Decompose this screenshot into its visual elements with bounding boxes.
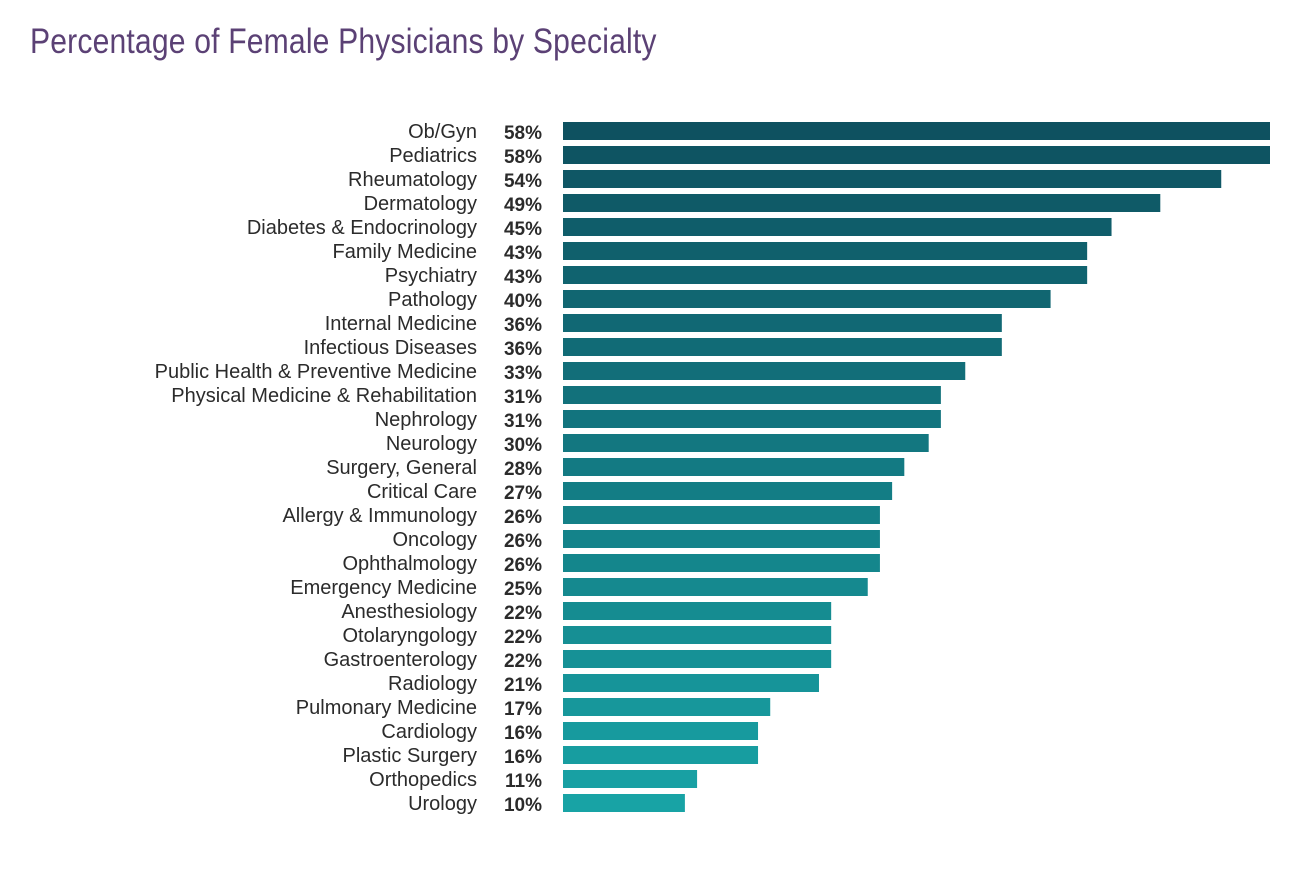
bar (563, 650, 832, 668)
value-label: 26% (504, 531, 542, 552)
bar (563, 314, 1002, 332)
bar (563, 410, 941, 428)
value-label: 26% (504, 507, 542, 528)
value-label: 25% (504, 579, 542, 600)
value-label: 31% (504, 411, 542, 432)
bar (563, 770, 698, 788)
value-label: 16% (504, 723, 542, 744)
category-label: Rheumatology (348, 169, 477, 191)
category-label: Diabetes & Endocrinology (247, 217, 477, 239)
bar (563, 146, 1270, 164)
bar (563, 434, 929, 452)
category-label: Public Health & Preventive Medicine (155, 361, 477, 383)
bar (563, 338, 1002, 356)
category-label: Allergy & Immunology (282, 505, 477, 527)
value-label: 22% (504, 651, 542, 672)
category-label: Pathology (388, 289, 477, 311)
category-label: Ophthalmology (342, 553, 477, 575)
bar (563, 578, 868, 596)
value-label: 33% (504, 363, 542, 384)
category-label: Urology (408, 793, 477, 815)
category-label: Psychiatry (385, 265, 477, 287)
bar (563, 506, 880, 524)
value-label: 36% (504, 339, 542, 360)
value-label: 31% (504, 387, 542, 408)
category-label: Infectious Diseases (304, 337, 477, 359)
category-label: Pulmonary Medicine (296, 697, 477, 719)
bar (563, 626, 832, 644)
category-label: Ob/Gyn (408, 121, 477, 143)
category-label: Pediatrics (389, 145, 477, 167)
bar (563, 794, 685, 812)
category-label: Emergency Medicine (290, 577, 477, 599)
value-label: 43% (504, 267, 542, 288)
value-label: 36% (504, 315, 542, 336)
value-label: 26% (504, 555, 542, 576)
value-label: 10% (504, 795, 542, 816)
value-label: 40% (504, 291, 542, 312)
category-label: Orthopedics (369, 769, 477, 791)
category-label: Oncology (393, 529, 478, 551)
category-label: Internal Medicine (325, 313, 477, 335)
value-label: 58% (504, 123, 542, 144)
bar (563, 386, 941, 404)
value-label: 30% (504, 435, 542, 456)
bar (563, 170, 1222, 188)
bar (563, 482, 893, 500)
category-label: Physical Medicine & Rehabilitation (171, 385, 477, 407)
bar (563, 698, 771, 716)
category-label: Cardiology (381, 721, 477, 743)
value-label: 49% (504, 195, 542, 216)
chart-title: Percentage of Female Physicians by Speci… (30, 22, 657, 61)
value-label: 21% (504, 675, 542, 696)
category-label: Otolaryngology (342, 625, 477, 647)
bar (563, 674, 819, 692)
category-label: Surgery, General (326, 457, 477, 479)
bar (563, 362, 966, 380)
value-label: 22% (504, 627, 542, 648)
value-label: 27% (504, 483, 542, 504)
category-label: Family Medicine (333, 241, 477, 263)
value-label: 11% (505, 771, 542, 792)
bar (563, 266, 1088, 284)
value-label: 16% (504, 747, 542, 768)
bar (563, 242, 1088, 260)
value-label: 43% (504, 243, 542, 264)
category-label: Radiology (388, 673, 477, 695)
category-label: Dermatology (364, 193, 477, 215)
value-label: 22% (504, 603, 542, 624)
category-label: Nephrology (375, 409, 477, 431)
bar (563, 122, 1270, 140)
bar (563, 746, 759, 764)
category-label: Anesthesiology (341, 601, 477, 623)
value-label: 54% (504, 171, 542, 192)
bar (563, 458, 905, 476)
category-label: Gastroenterology (324, 649, 477, 671)
category-label: Plastic Surgery (343, 745, 478, 767)
bar (563, 218, 1112, 236)
bar (563, 554, 880, 572)
bar (563, 194, 1161, 212)
bar (563, 602, 832, 620)
value-label: 28% (504, 459, 542, 480)
value-label: 17% (504, 699, 542, 720)
bar (563, 722, 759, 740)
bar (563, 530, 880, 548)
category-label: Neurology (386, 433, 477, 455)
value-label: 45% (504, 219, 542, 240)
category-label: Critical Care (367, 481, 477, 503)
value-label: 58% (504, 147, 542, 168)
bar (563, 290, 1051, 308)
